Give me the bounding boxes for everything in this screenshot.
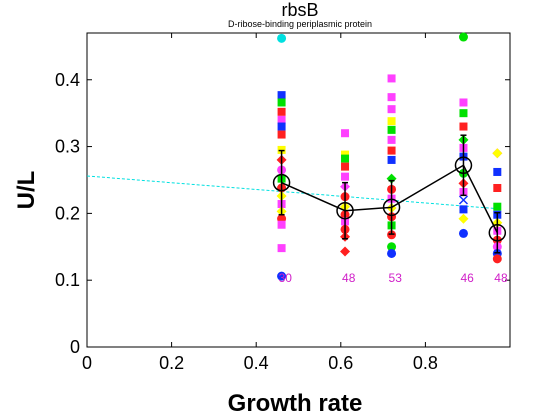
data-point: [341, 129, 350, 138]
data-point: [458, 195, 469, 205]
mean-line: [281, 164, 498, 234]
mean-marker: [336, 201, 354, 220]
data-point: [277, 98, 286, 107]
data-point: [277, 33, 287, 43]
sample-count-label: 53: [389, 271, 403, 285]
y-tick-label: 0.1: [55, 270, 80, 290]
data-point: [341, 154, 350, 163]
y-tick-label: 0.4: [55, 70, 80, 90]
sample-count-label: 48: [342, 271, 356, 285]
data-point: [459, 109, 468, 118]
data-point: [387, 105, 396, 114]
chart-title: rbsB: [281, 0, 318, 20]
data-point: [341, 150, 350, 159]
data-point: [277, 130, 286, 139]
data-point: [493, 183, 502, 192]
data-point: [387, 93, 396, 102]
sample-count-label: 30: [279, 271, 293, 285]
mean-marker: [454, 156, 473, 175]
x-tick-label: 0.8: [413, 353, 438, 373]
x-tick-label: 0: [82, 353, 92, 373]
sample-count-label: 46: [460, 271, 474, 285]
data-point: [493, 167, 502, 176]
data-point: [277, 220, 286, 229]
data-point: [387, 242, 397, 252]
data-point: [387, 155, 396, 164]
x-tick-label: 0.2: [159, 353, 184, 373]
axes: 0 0.2 0.4 0.6 0.8 0 0.1 0.2 0.3 0.4: [55, 33, 510, 373]
data-point: [341, 162, 350, 171]
data-point: [387, 248, 397, 258]
data-layer: 30 48 53 46 48: [86, 32, 508, 285]
data-point: [459, 122, 468, 131]
mean-marker: [272, 173, 291, 192]
mean-marker: [382, 198, 401, 217]
data-point: [277, 244, 286, 253]
data-point: [277, 91, 286, 100]
data-point: [277, 122, 286, 131]
mean-marker: [488, 224, 507, 242]
data-point: [277, 271, 287, 281]
x-axis-label: Growth rate: [228, 390, 363, 417]
data-point: [387, 117, 396, 126]
x-tick-label: 0.6: [328, 353, 353, 373]
data-point: [459, 98, 468, 107]
data-point: [387, 74, 396, 83]
data-point: [459, 205, 468, 214]
data-point: [458, 32, 468, 42]
data-point: [458, 228, 468, 238]
data-point: [458, 213, 469, 224]
data-point: [387, 135, 396, 144]
x-tick-label: 0.4: [244, 353, 269, 373]
data-point: [492, 148, 503, 159]
data-point: [277, 107, 286, 116]
sample-count-label: 48: [494, 271, 508, 285]
data-point: [387, 125, 396, 134]
trend-line: [86, 175, 498, 210]
y-axis-label: U/L: [13, 171, 40, 210]
data-point: [277, 115, 286, 124]
data-point: [341, 172, 350, 181]
data-point: [340, 246, 351, 257]
y-tick-label: 0.2: [55, 203, 80, 223]
data-point: [492, 254, 502, 264]
chart-subtitle: D-ribose-binding periplasmic protein: [228, 19, 372, 29]
y-tick-label: 0.3: [55, 137, 80, 157]
data-point: [493, 202, 502, 211]
data-point: [387, 146, 396, 155]
y-tick-label: 0: [70, 337, 80, 357]
